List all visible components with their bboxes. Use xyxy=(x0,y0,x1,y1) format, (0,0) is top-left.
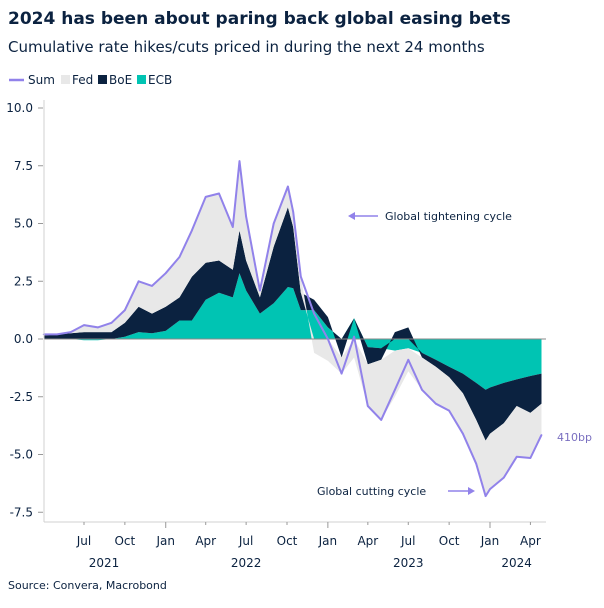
area-boe xyxy=(43,207,542,441)
x-tick-label: Apr xyxy=(357,534,378,548)
sum-line-group xyxy=(42,160,543,498)
sum-point xyxy=(69,331,72,333)
x-tick-label: Apr xyxy=(195,534,216,548)
sum-point xyxy=(340,372,343,375)
sum-point xyxy=(394,389,396,391)
x-tick-label: Jul xyxy=(400,534,415,548)
annotation-tightening-label: Global tightening cycle xyxy=(385,210,512,223)
y-tick-label: 10.0 xyxy=(6,101,33,115)
legend-boe-swatch xyxy=(98,75,107,84)
x-year-label: 2021 xyxy=(89,556,120,570)
sum-point xyxy=(292,211,295,213)
y-tick-label: -7.5 xyxy=(10,505,33,519)
sum-point xyxy=(540,434,543,436)
sum-point xyxy=(245,215,247,218)
chart-subtitle: Cumulative rate hikes/cuts priced in dur… xyxy=(8,38,485,56)
y-tick-label: 5.0 xyxy=(14,217,33,231)
sum-point xyxy=(56,333,58,336)
area-ecb xyxy=(43,273,542,390)
x-tick-label: Jan xyxy=(480,534,500,548)
sum-point xyxy=(529,457,532,459)
annotation-cutting-label: Global cutting cycle xyxy=(317,485,426,498)
sum-point xyxy=(191,229,193,232)
sum-point xyxy=(353,335,355,338)
annotation-410bp-label: 410bp xyxy=(557,431,592,444)
legend-ecb-label: ECB xyxy=(148,73,172,87)
sum-point xyxy=(502,476,505,479)
x-tick-label: Oct xyxy=(439,534,460,548)
sum-point xyxy=(421,389,423,391)
sum-point xyxy=(484,495,487,497)
y-ticks: 10.0 7.5 5.0 2.5 0.0 -2.5 -5.0 -7.5 xyxy=(6,101,43,519)
sum-point xyxy=(313,312,315,315)
legend: Sum Fed BoE ECB xyxy=(9,73,172,87)
stacked-areas xyxy=(43,161,542,497)
sum-point xyxy=(124,309,126,311)
x-tick-label: Oct xyxy=(277,534,298,548)
sum-point xyxy=(232,226,234,228)
arrow-right-icon xyxy=(468,487,475,495)
x-tick-label: Oct xyxy=(114,534,135,548)
x-tick-label: Jan xyxy=(318,534,338,548)
annotation-tightening: Global tightening cycle xyxy=(348,210,512,223)
legend-ecb-swatch xyxy=(137,75,146,84)
sum-point xyxy=(287,185,289,188)
sum-point xyxy=(218,192,220,195)
sum-point xyxy=(110,322,113,324)
x-ticks: Jul Oct Jan Apr Jul Oct Jan Apr Jul Oct Jan Apr 2021… xyxy=(76,522,541,570)
x-year-label: 2023 xyxy=(393,556,424,570)
x-year-label: 2022 xyxy=(231,556,262,570)
sum-point xyxy=(164,272,167,274)
sum-point xyxy=(151,285,153,287)
x-tick-label: Apr xyxy=(520,534,541,548)
source-note: Source: Convera, Macrobond xyxy=(8,579,167,592)
sum-point xyxy=(462,432,464,435)
sum-point xyxy=(238,160,241,162)
y-tick-label: 0.0 xyxy=(14,332,33,346)
y-tick-label: 2.5 xyxy=(14,274,33,288)
x-tick-label: Jul xyxy=(238,534,253,548)
sum-point xyxy=(448,409,450,412)
x-year-label: 2024 xyxy=(501,556,532,570)
y-tick-label: -5.0 xyxy=(10,448,33,462)
sum-point xyxy=(178,256,181,258)
sum-point xyxy=(259,289,261,292)
x-tick-label: Jan xyxy=(155,534,175,548)
annotation-cutting: Global cutting cycle xyxy=(317,485,475,498)
legend-fed-label: Fed xyxy=(72,73,93,87)
sum-point xyxy=(380,419,382,421)
sum-point xyxy=(204,196,207,198)
arrow-left-icon xyxy=(348,212,355,220)
chart-title: 2024 has been about paring back global e… xyxy=(8,9,511,29)
legend-boe-label: BoE xyxy=(109,73,132,87)
x-tick-label: Jul xyxy=(76,534,91,548)
sum-point xyxy=(515,456,518,458)
sum-point xyxy=(137,280,140,283)
y-tick-label: -2.5 xyxy=(10,390,33,404)
sum-point xyxy=(83,324,85,326)
sum-point xyxy=(96,326,99,329)
sum-point xyxy=(407,358,410,361)
area-fed xyxy=(43,161,542,497)
sum-point xyxy=(367,405,369,407)
y-tick-label: 7.5 xyxy=(14,159,33,173)
sum-point xyxy=(489,488,491,490)
sum-point xyxy=(475,462,478,465)
legend-fed-swatch xyxy=(61,75,70,84)
sum-point xyxy=(327,338,329,340)
legend-sum-label: Sum xyxy=(28,73,55,87)
sum-point xyxy=(299,275,302,278)
sum-point xyxy=(435,402,437,405)
sum-point xyxy=(272,222,275,225)
